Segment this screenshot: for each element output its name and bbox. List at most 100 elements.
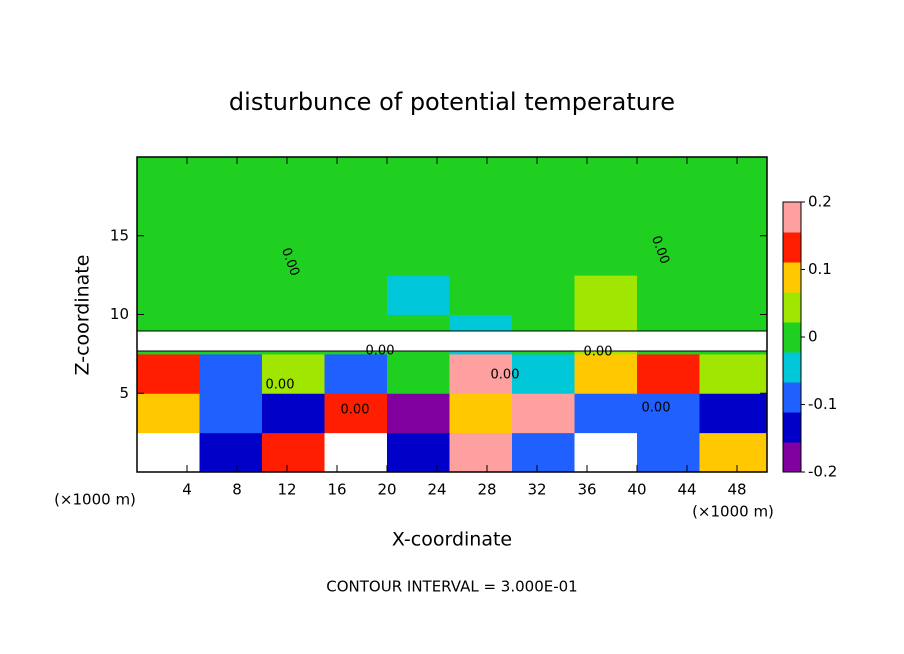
heatmap-cell xyxy=(574,432,638,473)
heatmap-cell xyxy=(199,157,263,197)
colorbar-tick-label: 0.1 xyxy=(808,260,832,278)
heatmap-cell xyxy=(199,235,263,276)
heatmap-cell xyxy=(574,353,638,394)
heatmap-cell xyxy=(449,275,513,315)
x-tick-label: 32 xyxy=(527,481,546,499)
heatmap-cell xyxy=(699,157,768,197)
heatmap-cell xyxy=(637,432,700,473)
heatmap-cell xyxy=(699,393,768,434)
layer-band xyxy=(136,330,768,352)
heatmap-cell xyxy=(574,275,638,315)
heatmap-cell xyxy=(637,235,700,276)
heatmap-cell xyxy=(387,393,450,434)
x-tick-label: 40 xyxy=(627,481,646,499)
heatmap-cell xyxy=(574,196,638,237)
heatmap-cell xyxy=(449,393,513,434)
heatmap-cell xyxy=(137,275,200,315)
heatmap-cell xyxy=(137,393,200,434)
contour-label: 0.00 xyxy=(366,344,395,359)
heatmap-cell xyxy=(137,432,200,473)
heatmap-cell xyxy=(387,196,450,237)
heatmap-cell xyxy=(637,196,700,237)
contour-label: 0.00 xyxy=(642,401,671,416)
heatmap-cell xyxy=(324,157,388,197)
colorbar-tick-label: 0.2 xyxy=(808,193,832,211)
heatmap-cell xyxy=(699,275,768,315)
heatmap-cell xyxy=(512,353,575,394)
heatmap-cell xyxy=(574,393,638,434)
colorbar-swatch xyxy=(783,322,801,353)
heatmap-cell xyxy=(512,157,575,197)
x-tick-label: 48 xyxy=(727,481,746,499)
heatmap-cell xyxy=(699,353,768,394)
y-tick-label: 10 xyxy=(110,305,129,323)
x-tick-label: 12 xyxy=(277,481,296,499)
contour-label: 0.00 xyxy=(266,378,295,393)
contour-label: 0.00 xyxy=(584,345,613,360)
heatmap-cell xyxy=(324,393,388,434)
heatmap-cell xyxy=(512,432,575,473)
heatmap-cell xyxy=(449,235,513,276)
heatmap-cell xyxy=(512,196,575,237)
colorbar-swatch xyxy=(783,232,801,263)
colorbar-tick-label: -0.2 xyxy=(808,463,837,481)
colorbar-swatch xyxy=(783,382,801,413)
x-tick-label: 24 xyxy=(427,481,446,499)
x-tick-label: 28 xyxy=(477,481,496,499)
heatmap-cell xyxy=(387,157,450,197)
colorbar-swatch xyxy=(783,262,801,293)
heatmap-cell xyxy=(387,275,450,315)
contour-label: 0.00 xyxy=(491,368,520,383)
heatmap-cell xyxy=(262,235,325,276)
heatmap-cell xyxy=(199,353,263,394)
heatmap-cell xyxy=(637,353,700,394)
heatmap-cell xyxy=(262,196,325,237)
x-tick-label: 20 xyxy=(377,481,396,499)
heatmap-cell xyxy=(324,275,388,315)
x-tick-label: 8 xyxy=(232,481,242,499)
heatmap-cell xyxy=(449,157,513,197)
heatmap-cell xyxy=(262,157,325,197)
y-tick-label: 15 xyxy=(110,226,129,244)
heatmap-cell xyxy=(637,157,700,197)
heatmap-cell xyxy=(637,275,700,315)
heatmap-cell xyxy=(512,235,575,276)
heatmap-cell xyxy=(699,235,768,276)
heatmap-cell xyxy=(699,196,768,237)
colorbar-swatch xyxy=(783,292,801,323)
heatmap-cell xyxy=(324,235,388,276)
heatmap-cell xyxy=(199,275,263,315)
heatmap-cell xyxy=(324,432,388,473)
heatmap-cell xyxy=(512,275,575,315)
x-unit-label: (×1000 m) xyxy=(54,491,136,509)
colorbar-swatch xyxy=(783,442,801,473)
colorbar-swatch xyxy=(783,412,801,443)
heatmap-cell xyxy=(512,393,575,434)
heatmap-cell xyxy=(262,353,325,394)
x-tick-label: 16 xyxy=(327,481,346,499)
heatmap-cell xyxy=(262,275,325,315)
contour-label: 0.00 xyxy=(341,403,370,418)
heatmap-cell xyxy=(262,432,325,473)
heatmap-cell xyxy=(199,393,263,434)
heatmap-cell xyxy=(199,196,263,237)
heatmap-cell xyxy=(449,196,513,237)
heatmap-cell xyxy=(387,432,450,473)
x-tick-label: 44 xyxy=(677,481,696,499)
x-axis-label: X-coordinate xyxy=(392,529,512,551)
heatmap-cell xyxy=(137,353,200,394)
footer-note: CONTOUR INTERVAL = 3.000E-01 xyxy=(326,578,577,596)
heatmap-cell xyxy=(137,235,200,276)
colorbar-tick-label: -0.1 xyxy=(808,395,837,413)
chart-title: disturbunce of potential temperature xyxy=(229,88,675,116)
heatmap-cell xyxy=(262,393,325,434)
heatmap-cell xyxy=(574,157,638,197)
heatmap-cell xyxy=(199,432,263,473)
x-tick-label: 36 xyxy=(577,481,596,499)
y-axis-label: Z-coordinate xyxy=(72,255,94,376)
heatmap-cell xyxy=(324,353,388,394)
heatmap-cell xyxy=(449,353,513,394)
colorbar-tick-label: 0 xyxy=(808,328,818,346)
x-unit-label: (×1000 m) xyxy=(692,503,774,521)
